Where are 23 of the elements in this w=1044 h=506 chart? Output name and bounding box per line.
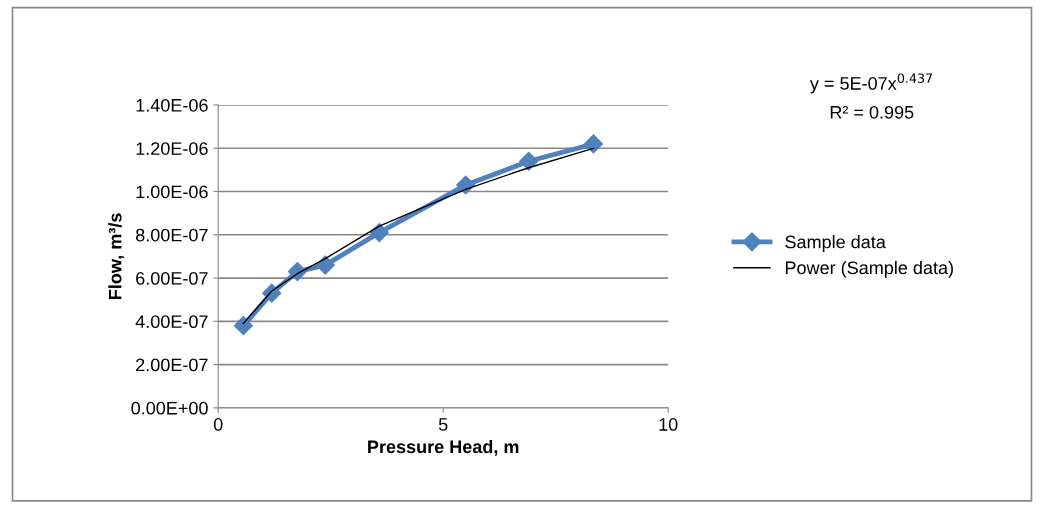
y-tick-label: 1.00E-06 [136,185,208,199]
y-tick-label: 4.00E-07 [135,315,208,329]
y-tick-label: 6.00E-07 [136,271,208,285]
y-axis-title: Flow, m³/s [108,213,125,300]
point [519,151,539,171]
legend-label: Sample data [785,235,886,252]
point [233,316,253,336]
point [583,134,604,154]
text: R² = 0.995 [830,105,914,119]
y-tick-label: 1.40E-06 [136,98,208,112]
point [315,255,335,275]
x-tick-label: 10 [659,418,678,431]
x-axis-title: Pressure Head, m [368,439,519,456]
y-tick-label: 8.00E-07 [135,228,208,242]
legend-label: Power (Sample data) [785,260,953,278]
y-tick-label: 2.00E-07 [136,358,208,372]
text: y = 5E-07x$^{0.437}$ [809,73,932,94]
point [456,175,476,195]
x-tick-label: 0 [213,418,223,431]
y-tick-label: 0.00E+00 [131,401,208,415]
point [369,223,389,243]
x-tick-label: 5 [438,418,448,431]
y-tick-label: 1.20E-06 [136,142,208,155]
